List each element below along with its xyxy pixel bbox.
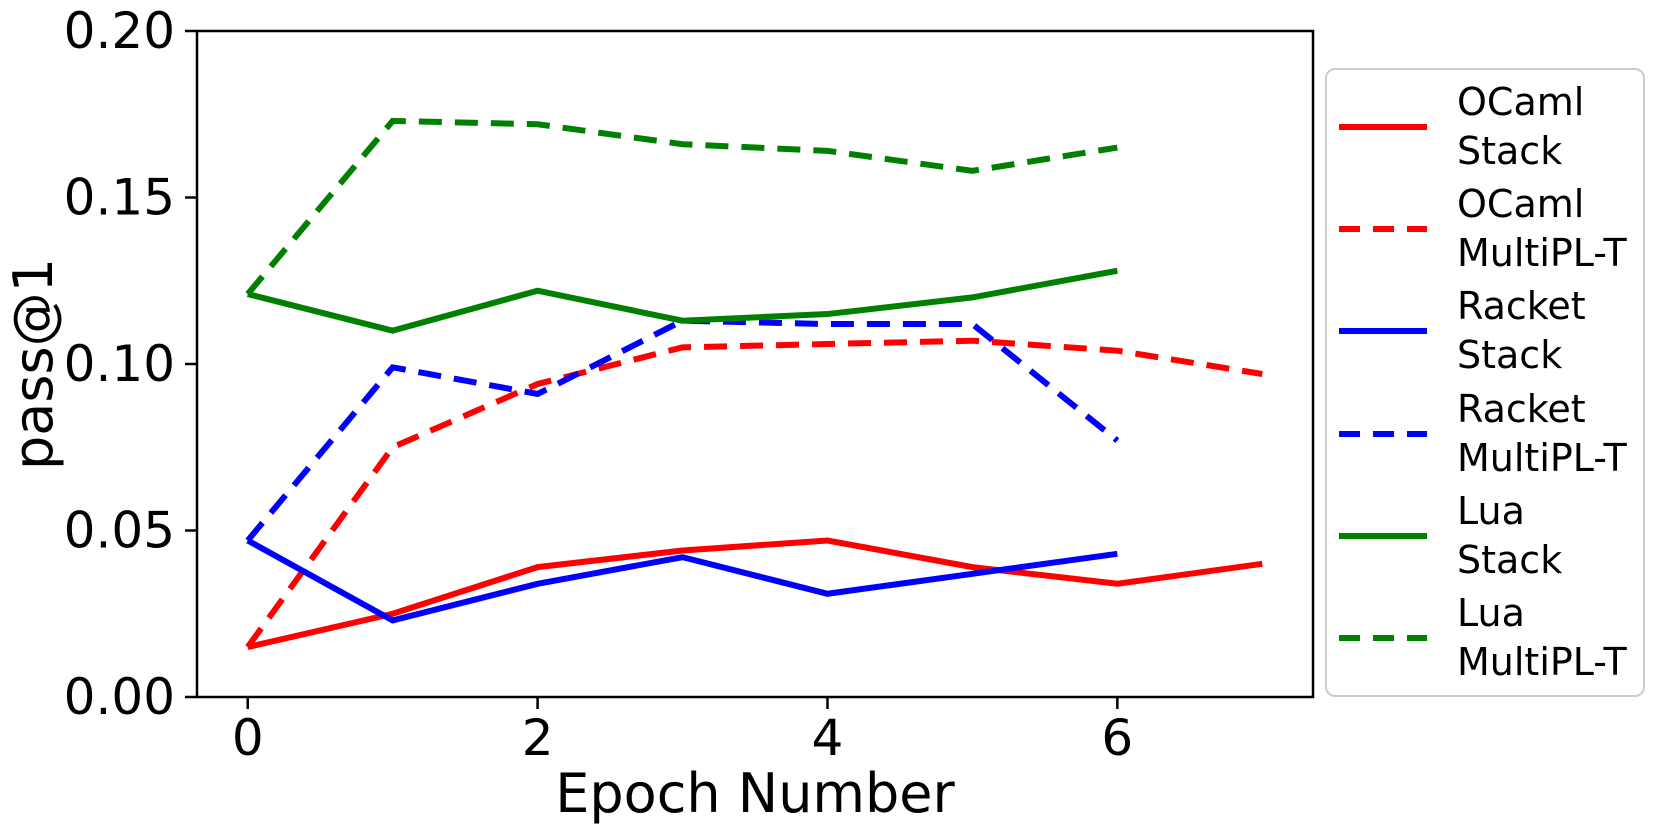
y-tick-label: 0.10: [64, 335, 175, 393]
legend-entry-racket-stack: Racket Stack: [1327, 282, 1643, 380]
series-lines: [245, 117, 1263, 650]
series-line-lua-multipl-t: [245, 117, 1118, 296]
x-tick-label: 6: [1101, 709, 1133, 767]
legend-label: Lua MultiPL-T: [1457, 590, 1627, 684]
legend-label: OCaml Stack: [1457, 80, 1585, 174]
legend-entry-lua-multipl-t: Lua MultiPL-T: [1327, 589, 1643, 687]
x-tick-label: 0: [232, 709, 264, 767]
x-tick-label: 2: [522, 709, 554, 767]
y-tick-label: 0.05: [64, 502, 175, 560]
legend-line-sample-dashed: [1339, 226, 1427, 233]
legend-line-sample-solid: [1339, 532, 1427, 539]
series-line-ocaml-stack: [247, 537, 1263, 650]
series-line-lua-stack: [246, 267, 1118, 334]
legend-line-sample-solid: [1339, 124, 1427, 131]
legend-entry-lua-stack: Lua Stack: [1327, 487, 1643, 585]
legend-label: Racket MultiPL-T: [1457, 386, 1627, 480]
series-line-ocaml-multipl-t: [245, 337, 1263, 649]
legend-entry-ocaml-multipl-t: OCaml MultiPL-T: [1327, 180, 1643, 278]
legend-line-sample-dashed: [1339, 430, 1427, 437]
y-tick-label: 0.00: [64, 668, 175, 726]
legend-label: Racket Stack: [1457, 284, 1586, 378]
legend-label: OCaml MultiPL-T: [1457, 182, 1627, 276]
x-axis-label: Epoch Number: [555, 762, 955, 825]
y-axis-label: pass@1: [2, 258, 65, 470]
legend-line-sample-dashed: [1339, 634, 1427, 641]
y-tick-label: 0.20: [64, 2, 175, 60]
series-line-racket-stack: [246, 537, 1118, 624]
legend-entry-racket-multipl-t: Racket MultiPL-T: [1327, 385, 1643, 483]
y-tick-label: 0.15: [64, 169, 175, 227]
series-line-racket-multipl-t: [245, 317, 1120, 543]
legend-label: Lua Stack: [1457, 488, 1563, 582]
legend: OCaml Stack OCaml MultiPL-T Racket Stack Ra…: [1325, 68, 1645, 697]
plot-spines: [195, 29, 1315, 699]
legend-line-sample-solid: [1339, 328, 1427, 335]
axes: 0 2 4 6 0.00 0.05 0.10 0.15 0.20: [64, 2, 1315, 767]
legend-entry-ocaml-stack: OCaml Stack: [1327, 78, 1643, 176]
x-tick-label: 4: [812, 709, 844, 767]
